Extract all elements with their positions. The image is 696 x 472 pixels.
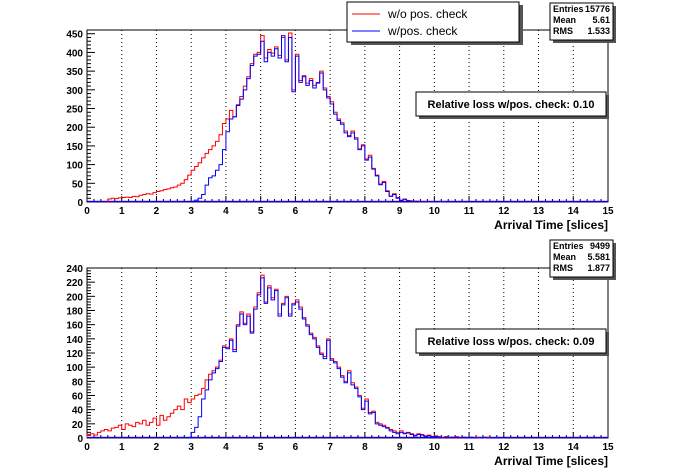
- annotation-box: Relative loss w/pos. check: 0.09: [415, 328, 609, 356]
- y-tick-label: 120: [66, 349, 83, 360]
- x-tick-label: 8: [362, 206, 368, 217]
- stats-key: RMS: [553, 263, 573, 273]
- annotation-text: Relative loss w/pos. check: 0.10: [428, 99, 595, 111]
- x-tick-label: 1: [119, 206, 125, 217]
- histogram-series-blue: [190, 35, 449, 203]
- y-tick-label: 150: [66, 142, 83, 153]
- y-tick-label: 0: [77, 434, 83, 445]
- histogram-series-blue: [187, 277, 504, 439]
- stats-key: Mean: [553, 15, 576, 25]
- legend: w/o pos. check w/pos. check: [346, 1, 523, 45]
- stats-key: Entries: [553, 4, 584, 14]
- y-tick-label: 60: [72, 392, 84, 403]
- y-tick-label: 50: [72, 179, 84, 190]
- legend-label-with-check: w/pos. check: [387, 24, 458, 38]
- stats-key: RMS: [553, 26, 573, 36]
- stats-box: Entries 9499 Mean 5.581 RMS 1.877: [549, 239, 616, 280]
- stats-value: 15776: [585, 4, 610, 14]
- y-tick-label: 160: [66, 321, 83, 332]
- y-tick-label: 250: [66, 105, 83, 116]
- x-tick-label: 5: [258, 442, 264, 453]
- x-tick-label: 11: [464, 206, 475, 217]
- y-tick-label: 400: [66, 48, 83, 59]
- x-tick-label: 10: [429, 206, 441, 217]
- y-tick-label: 200: [66, 123, 83, 134]
- x-tick-label: 12: [498, 206, 510, 217]
- y-tick-label: 40: [72, 406, 84, 417]
- x-tick-label: 9: [397, 442, 403, 453]
- y-tick-label: 140: [66, 335, 83, 346]
- stats-key: Mean: [553, 252, 576, 262]
- x-tick-label: 2: [154, 206, 160, 217]
- x-tick-label: 7: [327, 206, 333, 217]
- y-tick-label: 300: [66, 86, 83, 97]
- y-tick-label: 350: [66, 67, 83, 78]
- bottom-histogram-panel: 0 1 2 3 4 5 6 7 8 9 10 11 12 13 14 15020406080100120140…: [66, 239, 616, 468]
- annotation-text: Relative loss w/pos. check: 0.09: [428, 336, 595, 348]
- legend-label-without-check: w/o pos. check: [387, 7, 468, 21]
- x-tick-label: 6: [293, 206, 299, 217]
- y-tick-label: 200: [66, 292, 83, 303]
- x-tick-label: 3: [188, 442, 194, 453]
- top-histogram-panel: 0 1 2 3 4 5 6 7 8 9 10 11 12 13 14 15050100150200250300…: [66, 2, 616, 232]
- y-tick-label: 100: [66, 363, 83, 374]
- x-tick-label: 15: [602, 442, 614, 453]
- stats-value: 9499: [590, 241, 610, 251]
- stats-key: Entries: [553, 241, 584, 251]
- y-tick-label: 100: [66, 161, 83, 172]
- x-tick-label: 11: [464, 442, 475, 453]
- x-axis-label: Arrival Time [slices]: [494, 454, 608, 468]
- stats-value: 1.877: [587, 263, 610, 273]
- x-tick-label: 0: [84, 442, 90, 453]
- x-tick-label: 15: [602, 206, 614, 217]
- x-tick-label: 8: [362, 442, 368, 453]
- stats-value: 1.533: [587, 26, 610, 36]
- x-tick-label: 4: [223, 206, 229, 217]
- y-tick-label: 0: [77, 198, 83, 209]
- x-tick-label: 1: [119, 442, 125, 453]
- x-tick-label: 9: [397, 206, 403, 217]
- x-tick-label: 14: [568, 442, 580, 453]
- stats-value: 5.581: [587, 252, 610, 262]
- stats-box: Entries 15776 Mean 5.61 RMS 1.533: [549, 2, 616, 43]
- x-tick-label: 5: [258, 206, 264, 217]
- stats-value: 5.61: [592, 15, 610, 25]
- x-tick-label: 4: [223, 442, 229, 453]
- x-axis-label: Arrival Time [slices]: [494, 218, 608, 232]
- histogram-series-red: [86, 274, 504, 439]
- y-tick-label: 80: [72, 377, 84, 388]
- x-tick-label: 3: [188, 206, 194, 217]
- x-tick-label: 13: [533, 206, 545, 217]
- x-tick-label: 13: [533, 442, 545, 453]
- y-tick-label: 240: [66, 264, 83, 275]
- x-tick-label: 7: [327, 442, 333, 453]
- y-tick-label: 220: [66, 278, 83, 289]
- y-tick-label: 180: [66, 307, 83, 318]
- x-tick-label: 10: [429, 442, 441, 453]
- x-tick-label: 2: [154, 442, 160, 453]
- x-tick-label: 12: [498, 442, 510, 453]
- annotation-box: Relative loss w/pos. check: 0.10: [415, 91, 609, 119]
- y-tick-label: 20: [72, 420, 84, 431]
- x-tick-label: 6: [293, 442, 299, 453]
- x-tick-label: 0: [84, 206, 90, 217]
- x-tick-label: 14: [568, 206, 580, 217]
- y-tick-label: 450: [66, 30, 83, 41]
